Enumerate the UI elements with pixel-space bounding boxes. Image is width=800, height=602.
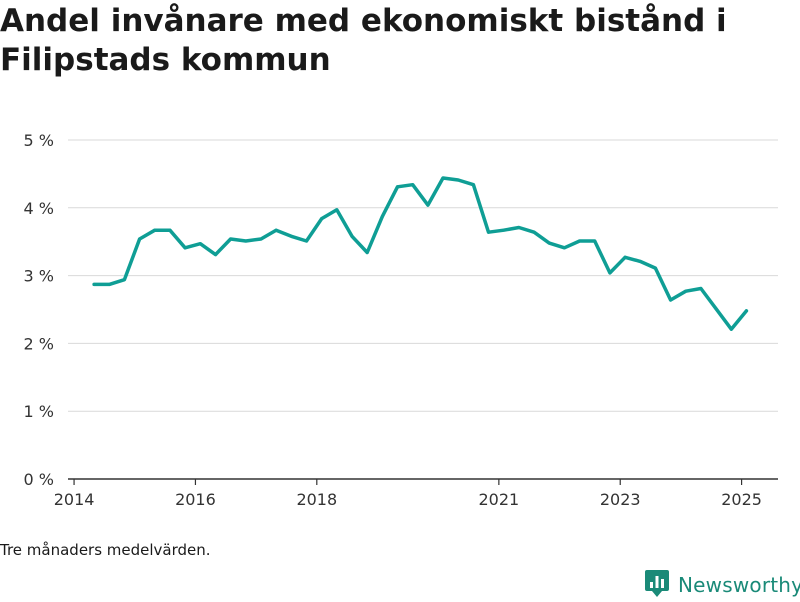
series-line bbox=[92, 176, 749, 331]
y-tick-label: 4 % bbox=[24, 199, 54, 218]
data-point bbox=[411, 183, 415, 187]
data-point bbox=[320, 217, 324, 221]
x-tick-label: 2021 bbox=[478, 490, 519, 509]
data-point bbox=[304, 239, 308, 243]
data-point bbox=[638, 259, 642, 263]
data-point bbox=[426, 203, 430, 207]
data-point bbox=[259, 237, 263, 241]
brand[interactable]: Newsworthy bbox=[644, 570, 800, 600]
data-point bbox=[122, 278, 126, 282]
y-axis-tick-labels: 0 % 1 % 2 % 3 % 4 % 5 % bbox=[24, 131, 54, 489]
data-point bbox=[183, 246, 187, 250]
data-point bbox=[289, 234, 293, 238]
data-point bbox=[153, 228, 157, 232]
data-point bbox=[744, 309, 748, 313]
data-point bbox=[365, 251, 369, 255]
data-point bbox=[487, 230, 491, 234]
data-point bbox=[714, 307, 718, 311]
y-tick-label: 1 % bbox=[24, 402, 54, 421]
data-point bbox=[213, 253, 217, 257]
data-point bbox=[107, 282, 111, 286]
data-point bbox=[335, 208, 339, 212]
chart-title: Andel invånare med ekonomiskt bistånd i … bbox=[0, 3, 727, 78]
data-point bbox=[229, 237, 233, 241]
data-point bbox=[653, 266, 657, 270]
y-tick-label: 5 % bbox=[24, 131, 54, 150]
data-point bbox=[562, 246, 566, 250]
data-point bbox=[138, 237, 142, 241]
data-point bbox=[244, 239, 248, 243]
data-point bbox=[608, 271, 612, 275]
data-point bbox=[623, 255, 627, 259]
data-point bbox=[729, 327, 733, 331]
data-point bbox=[471, 183, 475, 187]
x-tick-label: 2023 bbox=[600, 490, 641, 509]
footnote: Tre månaders medelvärden. bbox=[0, 541, 211, 559]
data-point bbox=[441, 176, 445, 180]
series-layer bbox=[92, 176, 749, 331]
gridlines bbox=[68, 139, 778, 412]
x-tick-label: 2014 bbox=[54, 490, 95, 509]
x-tick-label: 2018 bbox=[296, 490, 337, 509]
y-tick-label: 3 % bbox=[24, 267, 54, 286]
data-point bbox=[456, 178, 460, 182]
data-point bbox=[502, 228, 506, 232]
data-point bbox=[92, 282, 96, 286]
data-point bbox=[517, 225, 521, 229]
data-point bbox=[380, 215, 384, 219]
data-point bbox=[168, 228, 172, 232]
data-point bbox=[350, 234, 354, 238]
data-point bbox=[396, 185, 400, 189]
data-point bbox=[547, 241, 551, 245]
data-point bbox=[684, 289, 688, 293]
data-point bbox=[593, 239, 597, 243]
newsworthy-logo-icon bbox=[644, 568, 670, 602]
x-tick-label: 2025 bbox=[721, 490, 762, 509]
data-point bbox=[532, 230, 536, 234]
data-point bbox=[198, 242, 202, 246]
data-point bbox=[274, 228, 278, 232]
brand-name: Newsworthy bbox=[678, 573, 800, 597]
data-point bbox=[669, 298, 673, 302]
data-point bbox=[699, 286, 703, 290]
y-tick-label: 2 % bbox=[24, 334, 54, 353]
x-axis-tick-labels: 2014 2016 2018 2021 2023 2025 bbox=[54, 479, 762, 509]
y-tick-label: 0 % bbox=[24, 470, 54, 489]
data-point bbox=[578, 239, 582, 243]
x-tick-label: 2016 bbox=[175, 490, 216, 509]
